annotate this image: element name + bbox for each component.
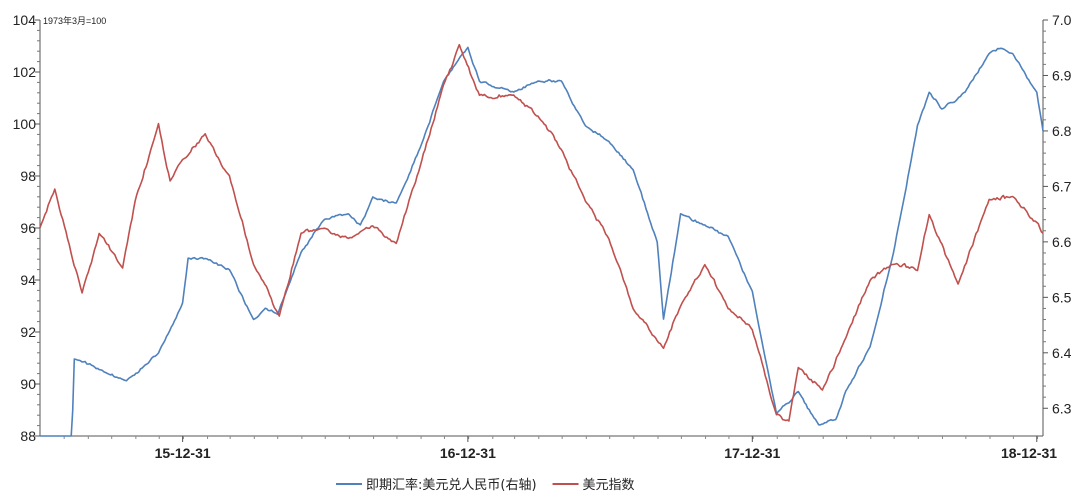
y-left-tick-label: 104 — [13, 12, 37, 28]
legend-label-0: 即期汇率:美元兑人民币(右轴) — [366, 477, 537, 493]
y-left-tick-label: 102 — [13, 64, 37, 80]
y-right-tick-label: 6.9 — [1052, 67, 1072, 83]
y-right-tick-label: 6.8 — [1052, 123, 1072, 139]
series-line-0 — [40, 46, 1044, 437]
unit-note: 1973年3月=100 — [43, 15, 106, 26]
y-left-tick-label: 100 — [13, 116, 37, 132]
x-tick-label: 16-12-31 — [440, 445, 496, 461]
y-left-tick-label: 90 — [20, 376, 36, 392]
y-right-tick-label: 6.4 — [1052, 345, 1072, 361]
x-tick-label: 18-12-31 — [1001, 445, 1057, 461]
y-right-tick-label: 6.7 — [1052, 178, 1072, 194]
x-tick-label: 17-12-31 — [724, 445, 780, 461]
series-group — [39, 43, 1044, 437]
legend: 即期汇率:美元兑人民币(右轴) 美元指数 — [336, 477, 635, 493]
x-tick-label: 15-12-31 — [155, 445, 211, 461]
y-left-tick-label: 96 — [20, 220, 36, 236]
y-left-tick-label: 98 — [20, 168, 36, 184]
axes: 88 90 92 94 96 98 100 102 104 6.3 6.4 6.5 6.6 6.7 6.8 6… — [13, 12, 1072, 461]
y-right-tick-label: 6.6 — [1052, 234, 1072, 250]
y-right-tick-label: 7.0 — [1052, 12, 1072, 28]
y-left-tick-label: 92 — [20, 324, 36, 340]
y-right-tick-label: 6.3 — [1052, 400, 1072, 416]
y-left-tick-label: 94 — [20, 272, 36, 288]
y-left-tick-label: 88 — [20, 428, 36, 444]
series-line-1 — [39, 43, 1044, 422]
legend-label-1: 美元指数 — [583, 478, 635, 493]
y-right-tick-label: 6.5 — [1052, 289, 1072, 305]
